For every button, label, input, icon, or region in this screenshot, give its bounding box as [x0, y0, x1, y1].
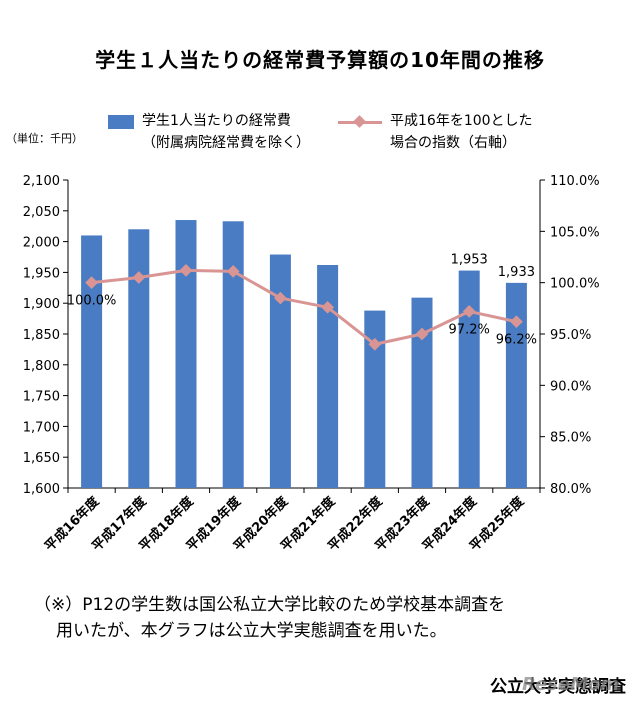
- bar: [411, 297, 433, 488]
- legend-bar: 学生1人当たりの経常費 （附属病院経常費を除く）: [108, 111, 338, 155]
- right-tick-label: 95.0%: [550, 328, 591, 343]
- line-point: [226, 265, 240, 278]
- bar: [175, 220, 197, 489]
- bar-data-label: 1,953: [451, 253, 488, 268]
- line-point: [132, 271, 146, 284]
- line-data-label: 96.2%: [496, 333, 537, 348]
- line-point: [415, 327, 429, 341]
- footnote: （※）P12の学生数は国公私立大学比較のため学校基本調査を 用いたが、本グラフは…: [34, 592, 505, 644]
- line-data-label: 100.0%: [67, 294, 117, 309]
- bar: [458, 270, 480, 488]
- legend-bar-label-2: （附属病院経常費を除く）: [142, 135, 310, 151]
- right-tick-label: 85.0%: [550, 431, 591, 446]
- bar: [128, 229, 150, 488]
- line-point: [179, 263, 193, 277]
- line-data-label: 97.2%: [449, 322, 490, 337]
- line-point: [85, 276, 98, 290]
- bar: [269, 254, 291, 488]
- unit-label: （単位：千円）: [6, 132, 83, 145]
- left-tick-label: 2,100: [23, 174, 60, 189]
- bar: [505, 282, 527, 488]
- legend-line-swatch: [338, 121, 382, 124]
- left-tick-label: 2,000: [23, 236, 60, 251]
- right-tick-label: 80.0%: [550, 482, 591, 497]
- footnote-line-2: 用いたが、本グラフは公立大学実態調査を用いた。: [56, 621, 447, 641]
- left-tick-label: 1,800: [23, 359, 60, 374]
- line-point: [510, 315, 523, 329]
- watermark-logo: ReseMom: [522, 674, 620, 695]
- chart-title: 学生１人当たりの経常費予算額の10年間の推移: [95, 48, 545, 72]
- left-tick-label: 1,650: [23, 451, 60, 466]
- right-tick-label: 105.0%: [550, 225, 600, 240]
- legend-line: 平成16年を100とした 場合の指数（右軸）: [338, 111, 578, 155]
- right-tick-label: 100.0%: [550, 277, 600, 292]
- legend-bar-swatch: [108, 115, 134, 129]
- bar: [81, 235, 103, 488]
- index-line: [91, 268, 517, 346]
- right-tick-label: 90.0%: [550, 379, 591, 394]
- line-point: [368, 337, 382, 351]
- footnote-line-1: （※）P12の学生数は国公私立大学比較のため学校基本調査を: [34, 595, 506, 615]
- left-tick-label: 1,700: [23, 420, 60, 435]
- bar-data-label: 1,933: [498, 265, 535, 280]
- legend-line-label-2: 場合の指数（右軸）: [390, 135, 516, 151]
- line-point: [462, 305, 476, 318]
- left-tick-label: 1,950: [23, 266, 60, 281]
- bar: [317, 265, 339, 488]
- left-tick-label: 1,750: [23, 390, 60, 405]
- source-label: 公立大学実態調査: [490, 677, 626, 697]
- combo-chart: 1,600 1,650 1,700 1,750 1,800 1,850 1,900 1,950…: [23, 174, 600, 554]
- left-tick-label: 1,850: [23, 328, 60, 343]
- legend-bar-label-1: 学生1人当たりの経常費: [142, 113, 291, 129]
- bar: [222, 221, 244, 488]
- bar: [364, 310, 386, 488]
- right-tick-label: 110.0%: [550, 174, 600, 189]
- line-point: [321, 300, 334, 314]
- left-tick-label: 1,900: [23, 297, 60, 312]
- legend-line-label-1: 平成16年を100とした: [390, 113, 533, 129]
- line-point: [274, 291, 287, 305]
- left-tick-label: 1,600: [23, 482, 60, 497]
- left-tick-label: 2,050: [23, 205, 60, 220]
